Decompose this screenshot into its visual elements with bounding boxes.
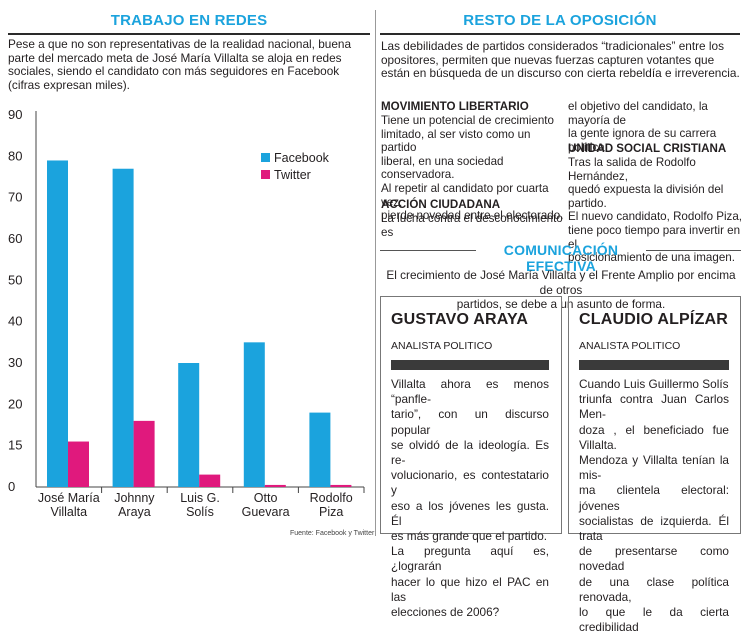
y-tick-label: 50 (8, 272, 22, 287)
analyst-role-araya: ANALISTA POLITICO (391, 340, 493, 352)
bar-twitter (68, 441, 89, 487)
legend-swatch-facebook (261, 153, 270, 162)
analyst-quote-alpizar: Cuando Luis Guillermo Solís triunfa contr… (579, 377, 729, 635)
legend-label-facebook: Facebook (274, 151, 330, 165)
bar-facebook (243, 342, 265, 487)
analyst-role-alpizar: ANALISTA POLITICO (579, 340, 681, 352)
analyst-box-araya (380, 296, 562, 534)
y-tick-label: 60 (8, 231, 22, 246)
comm-section-title: COMUNICACIÓN EFECTIVA (503, 242, 619, 274)
bar-facebook (112, 168, 134, 487)
right-title-divider (380, 33, 740, 35)
legend-swatch-twitter (261, 170, 270, 179)
usc-text: Tras la salida de Rodolfo Hernández, qued… (568, 156, 743, 265)
bar-facebook (309, 412, 331, 487)
y-tick-label: 70 (8, 190, 22, 205)
y-tick-label: 20 (8, 396, 22, 411)
x-tick-label: Rodolfo (310, 491, 353, 505)
left-intro-text: Pese a que no son representativas de la … (8, 37, 352, 92)
x-tick-label: Solís (186, 505, 214, 519)
ml-text: Tiene un potencial de crecimiento limitad… (381, 114, 564, 223)
right-section-title: RESTO DE LA OPOSICIÓN (463, 12, 657, 29)
right-intro-text: Las debilidades de partidos considerados… (381, 39, 740, 81)
y-tick-label: 90 (8, 107, 22, 122)
bar-twitter (330, 484, 352, 487)
ac-text: La lucha contra el desconocimiento es (381, 212, 563, 239)
x-tick-label: Araya (118, 505, 151, 519)
y-tick-label: 80 (8, 148, 22, 163)
analyst-bar-alpizar (579, 360, 729, 370)
chart-legend: Facebook Twitter (261, 151, 330, 182)
usc-heading: UNIDAD SOCIAL CRISTIANA (568, 142, 727, 155)
y-axis: 0 15 20 30 40 50 60 70 80 90 (8, 107, 364, 494)
ac-heading: ACCIÓN CIUDADANA (381, 198, 501, 211)
comm-rule-right (646, 250, 741, 251)
x-tick-label: Otto (254, 491, 278, 505)
y-tick-label: 40 (8, 314, 22, 329)
bar-twitter (199, 474, 221, 487)
analyst-quote-araya: Villalta ahora es menos “panfle-tario”, … (391, 377, 549, 620)
x-tick-label: Villalta (50, 505, 87, 519)
x-tick-label: Johnny (114, 491, 155, 505)
legend-label-twitter: Twitter (274, 168, 311, 182)
bars-group (47, 160, 365, 493)
comm-rule-left (380, 250, 476, 251)
y-tick-label: 15 (8, 438, 22, 453)
analyst-name-araya: GUSTAVO ARAYA (391, 311, 529, 328)
ml-heading: MOVIMIENTO LIBERTARIO (381, 100, 529, 113)
y-tick-label: 0 (8, 479, 15, 494)
analyst-bar-araya (391, 360, 549, 370)
bar-facebook (47, 160, 68, 487)
chart-source: Fuente: Facebook y Twitter (290, 530, 375, 537)
left-title-divider (8, 33, 370, 35)
bar-twitter (133, 420, 155, 487)
bar-twitter (264, 484, 286, 487)
x-tick-label: Guevara (242, 505, 290, 519)
x-tick-label: Luis G. (180, 491, 220, 505)
x-tick-label: Piza (319, 505, 343, 519)
bar-facebook (178, 363, 200, 487)
y-tick-label: 30 (8, 355, 22, 370)
x-tick-label: José María (38, 491, 100, 505)
ac-text-continued: el objetivo del candidato, la mayoría de… (568, 100, 717, 154)
analyst-name-alpizar: CLAUDIO ALPÍZAR (579, 311, 729, 328)
column-divider (375, 10, 376, 536)
analyst-box-alpizar (568, 296, 741, 534)
left-section-title: TRABAJO EN REDES (110, 12, 268, 29)
